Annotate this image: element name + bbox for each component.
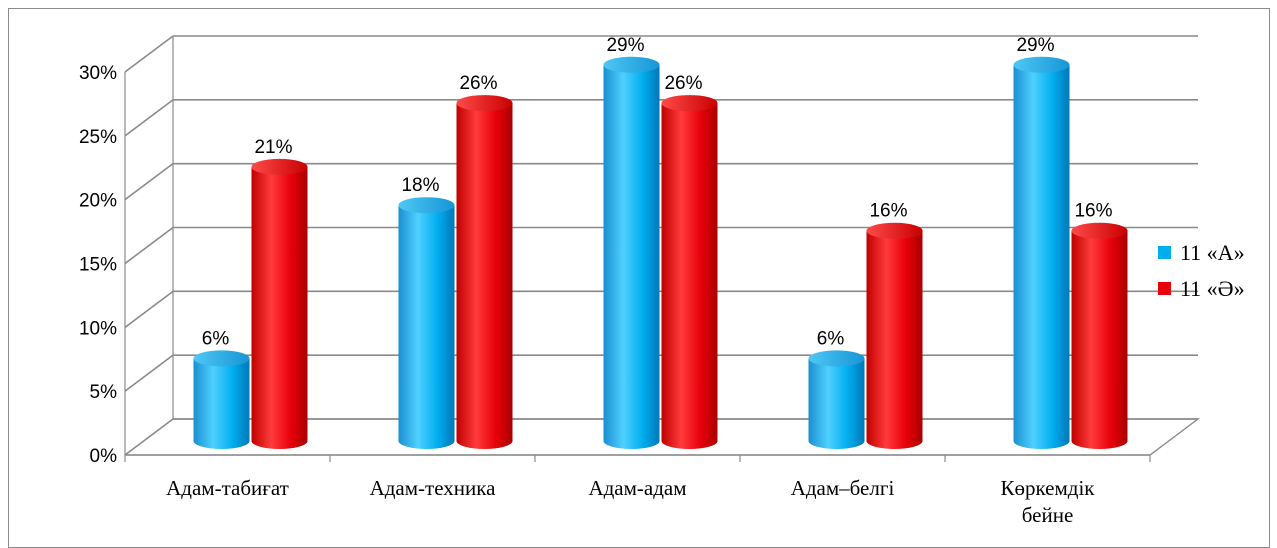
category-label: Адам–белгі <box>791 476 895 500</box>
bar-a-0 <box>193 350 250 449</box>
y-tick-label: 30% <box>79 63 117 84</box>
data-label: 21% <box>254 137 292 158</box>
gridline-depth-5 <box>124 99 174 137</box>
y-tick-label: 10% <box>79 318 117 339</box>
bar-a-3 <box>808 350 865 449</box>
data-label: 18% <box>401 175 439 196</box>
data-label: 26% <box>664 73 702 94</box>
gridline-depth-3 <box>124 226 174 265</box>
bar-a-4 <box>1013 56 1070 450</box>
data-label: 6% <box>202 328 230 349</box>
bar-layer <box>193 56 1128 450</box>
bar-b-4 <box>1071 222 1128 449</box>
y-tick-label: 0% <box>90 446 118 467</box>
category-label: Адам-табиғат <box>166 476 289 500</box>
legend: 11 «А» 11 «Ә» <box>1158 240 1245 301</box>
y-tick-label: 15% <box>79 255 117 276</box>
axis-layer: 0% 5% 10% 15% 20% 25% 30% <box>79 63 1151 467</box>
bar-b-1 <box>456 95 513 450</box>
label-layer: 6% 21% Адам-табиғат 18% 26% Адам-техника 29% 26… <box>166 35 1112 527</box>
y-tick-label: 25% <box>79 127 117 148</box>
category-label: бейне <box>1022 503 1074 527</box>
gridline-depth-0 <box>124 418 174 456</box>
bar-a-1 <box>398 197 455 449</box>
bar-b-2 <box>661 95 718 450</box>
data-label: 16% <box>869 201 907 222</box>
data-label: 6% <box>817 328 845 349</box>
bar-b-0 <box>251 158 308 449</box>
legend-swatch <box>1158 246 1171 259</box>
legend-swatch <box>1158 282 1171 295</box>
data-label: 26% <box>459 73 497 94</box>
legend-label: 11 «Ә» <box>1180 276 1245 301</box>
gridline-depth-4 <box>124 163 174 201</box>
gridline-depth-2 <box>124 290 174 328</box>
category-label: Адам-адам <box>588 476 686 500</box>
data-label: 29% <box>606 35 644 56</box>
y-tick-label: 20% <box>79 191 117 212</box>
gridline-depth-1 <box>124 354 174 392</box>
category-label: Көркемдік <box>1000 476 1095 500</box>
legend-label: 11 «А» <box>1180 240 1245 265</box>
data-label: 16% <box>1074 201 1112 222</box>
bar-b-3 <box>866 222 923 449</box>
gridline-depth-6 <box>124 35 174 73</box>
category-label: Адам-техника <box>370 476 497 500</box>
column-chart: 0% 5% 10% 15% 20% 25% 30% 6% 21% Адам-табиғат 18%… <box>79 35 1245 527</box>
bar-a-2 <box>603 56 660 450</box>
y-tick-label: 5% <box>90 382 118 403</box>
data-label: 29% <box>1016 35 1054 56</box>
